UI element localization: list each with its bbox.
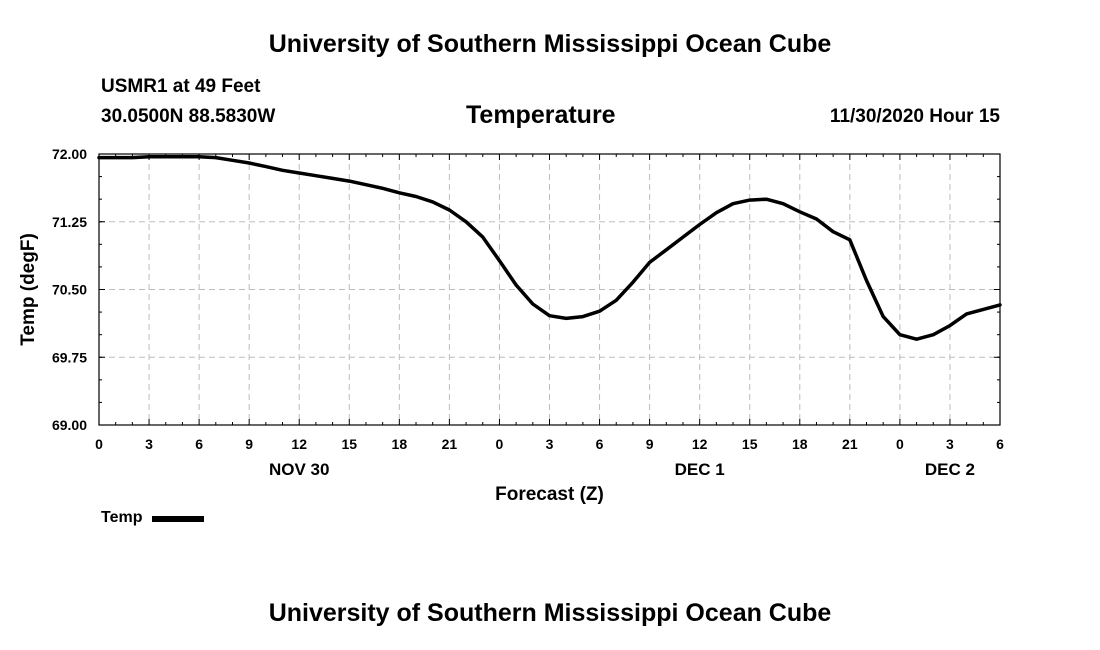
x-tick-label: 15: [341, 436, 357, 452]
x-axis-title: Forecast (Z): [495, 484, 604, 505]
y-tick-label: 71.25: [52, 214, 87, 230]
day-label: NOV 30: [269, 460, 329, 479]
x-tick-label: 18: [392, 436, 408, 452]
run-time-label: 11/30/2020 Hour 15: [829, 106, 1000, 127]
station-label: USMR1 at 49 Feet: [101, 76, 261, 97]
x-tick-label: 21: [442, 436, 458, 452]
x-tick-label: 6: [195, 436, 203, 452]
x-tick-label: 3: [546, 436, 554, 452]
x-tick-label: 9: [646, 436, 654, 452]
x-tick-label: 3: [145, 436, 153, 452]
x-tick-label: 9: [245, 436, 253, 452]
legend-swatch-temp: [152, 516, 205, 522]
legend-label-temp: Temp: [101, 509, 143, 526]
coordinates-label: 30.0500N 88.5830W: [101, 106, 276, 127]
day-label: DEC 2: [925, 460, 975, 479]
x-tick-label: 15: [742, 436, 758, 452]
footer-title: University of Southern Mississippi Ocean…: [268, 599, 832, 627]
y-tick-label: 69.75: [52, 349, 87, 365]
header-title: University of Southern Mississippi Ocean…: [268, 30, 832, 58]
y-axis-title: Temp (degF): [18, 233, 39, 346]
x-tick-label: 18: [792, 436, 808, 452]
y-tick-label: 69.00: [52, 417, 87, 433]
x-tick-label: 12: [692, 436, 708, 452]
x-tick-label: 6: [596, 436, 604, 452]
x-tick-label: 0: [95, 436, 103, 452]
x-tick-label: 6: [996, 436, 1004, 452]
x-tick-label: 21: [842, 436, 858, 452]
day-label: DEC 1: [675, 460, 725, 479]
x-tick-label: 0: [496, 436, 504, 452]
x-tick-label: 3: [946, 436, 954, 452]
legend: Temp: [101, 509, 205, 527]
y-tick-label: 70.50: [52, 282, 87, 298]
chart-title: Temperature: [466, 101, 616, 129]
y-tick-label: 72.00: [52, 146, 87, 162]
x-tick-label: 12: [291, 436, 307, 452]
series-line-temp: [97, 154, 1002, 341]
x-tick-label: 0: [896, 436, 904, 452]
